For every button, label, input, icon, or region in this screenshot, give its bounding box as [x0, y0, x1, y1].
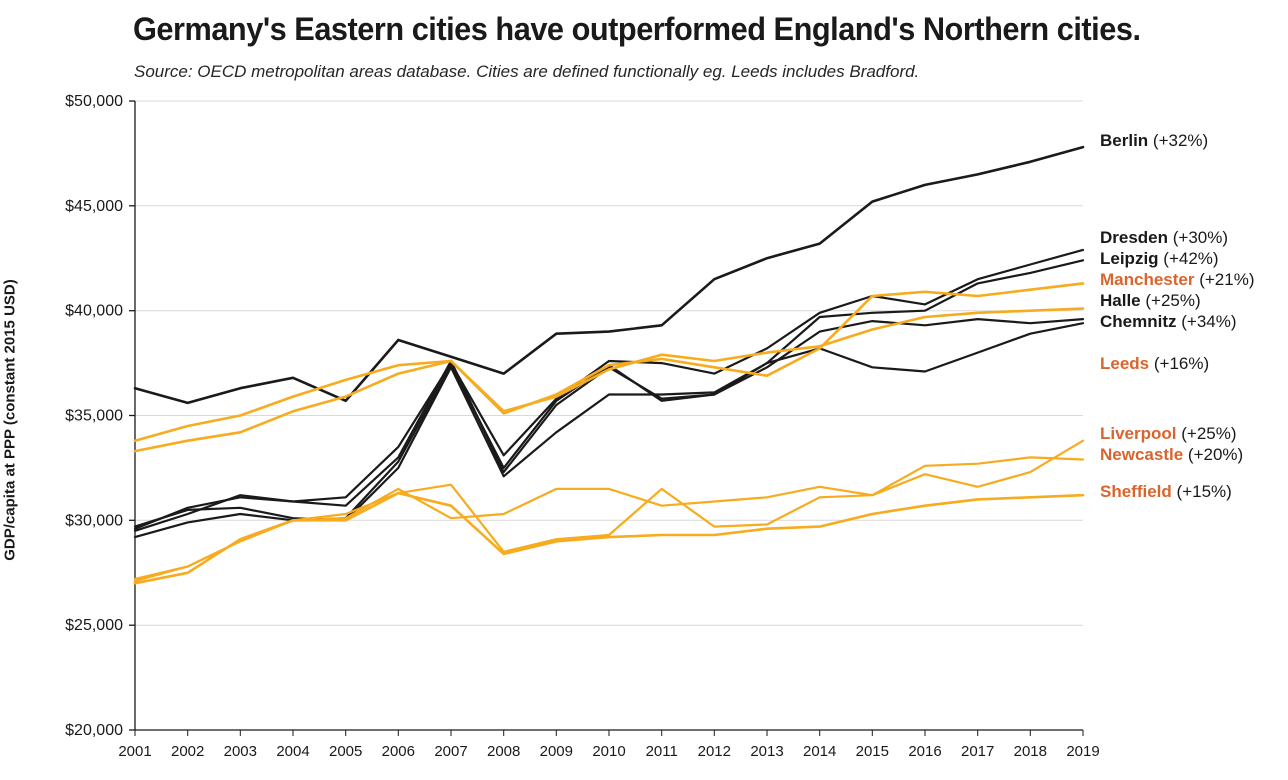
svg-text:2003: 2003: [224, 743, 257, 760]
svg-text:$35,000: $35,000: [65, 408, 123, 425]
svg-text:$25,000: $25,000: [65, 617, 123, 634]
svg-text:$50,000: $50,000: [65, 93, 123, 110]
svg-text:$30,000: $30,000: [65, 512, 123, 529]
svg-text:2006: 2006: [382, 743, 415, 760]
svg-text:2010: 2010: [592, 743, 625, 760]
svg-text:2002: 2002: [171, 743, 204, 760]
svg-text:2015: 2015: [856, 743, 889, 760]
svg-text:2004: 2004: [276, 743, 309, 760]
svg-text:$40,000: $40,000: [65, 303, 123, 320]
svg-text:2016: 2016: [908, 743, 941, 760]
svg-text:$20,000: $20,000: [65, 722, 123, 739]
svg-text:2005: 2005: [329, 743, 362, 760]
svg-text:2019: 2019: [1066, 743, 1099, 760]
svg-text:2014: 2014: [803, 743, 836, 760]
svg-text:2007: 2007: [434, 743, 467, 760]
svg-text:2012: 2012: [698, 743, 731, 760]
svg-text:2017: 2017: [961, 743, 994, 760]
svg-text:2008: 2008: [487, 743, 520, 760]
svg-text:2018: 2018: [1014, 743, 1047, 760]
svg-text:2001: 2001: [118, 743, 151, 760]
svg-text:2009: 2009: [540, 743, 573, 760]
svg-text:2013: 2013: [750, 743, 783, 760]
svg-text:2011: 2011: [646, 743, 678, 760]
svg-text:$45,000: $45,000: [65, 198, 123, 215]
